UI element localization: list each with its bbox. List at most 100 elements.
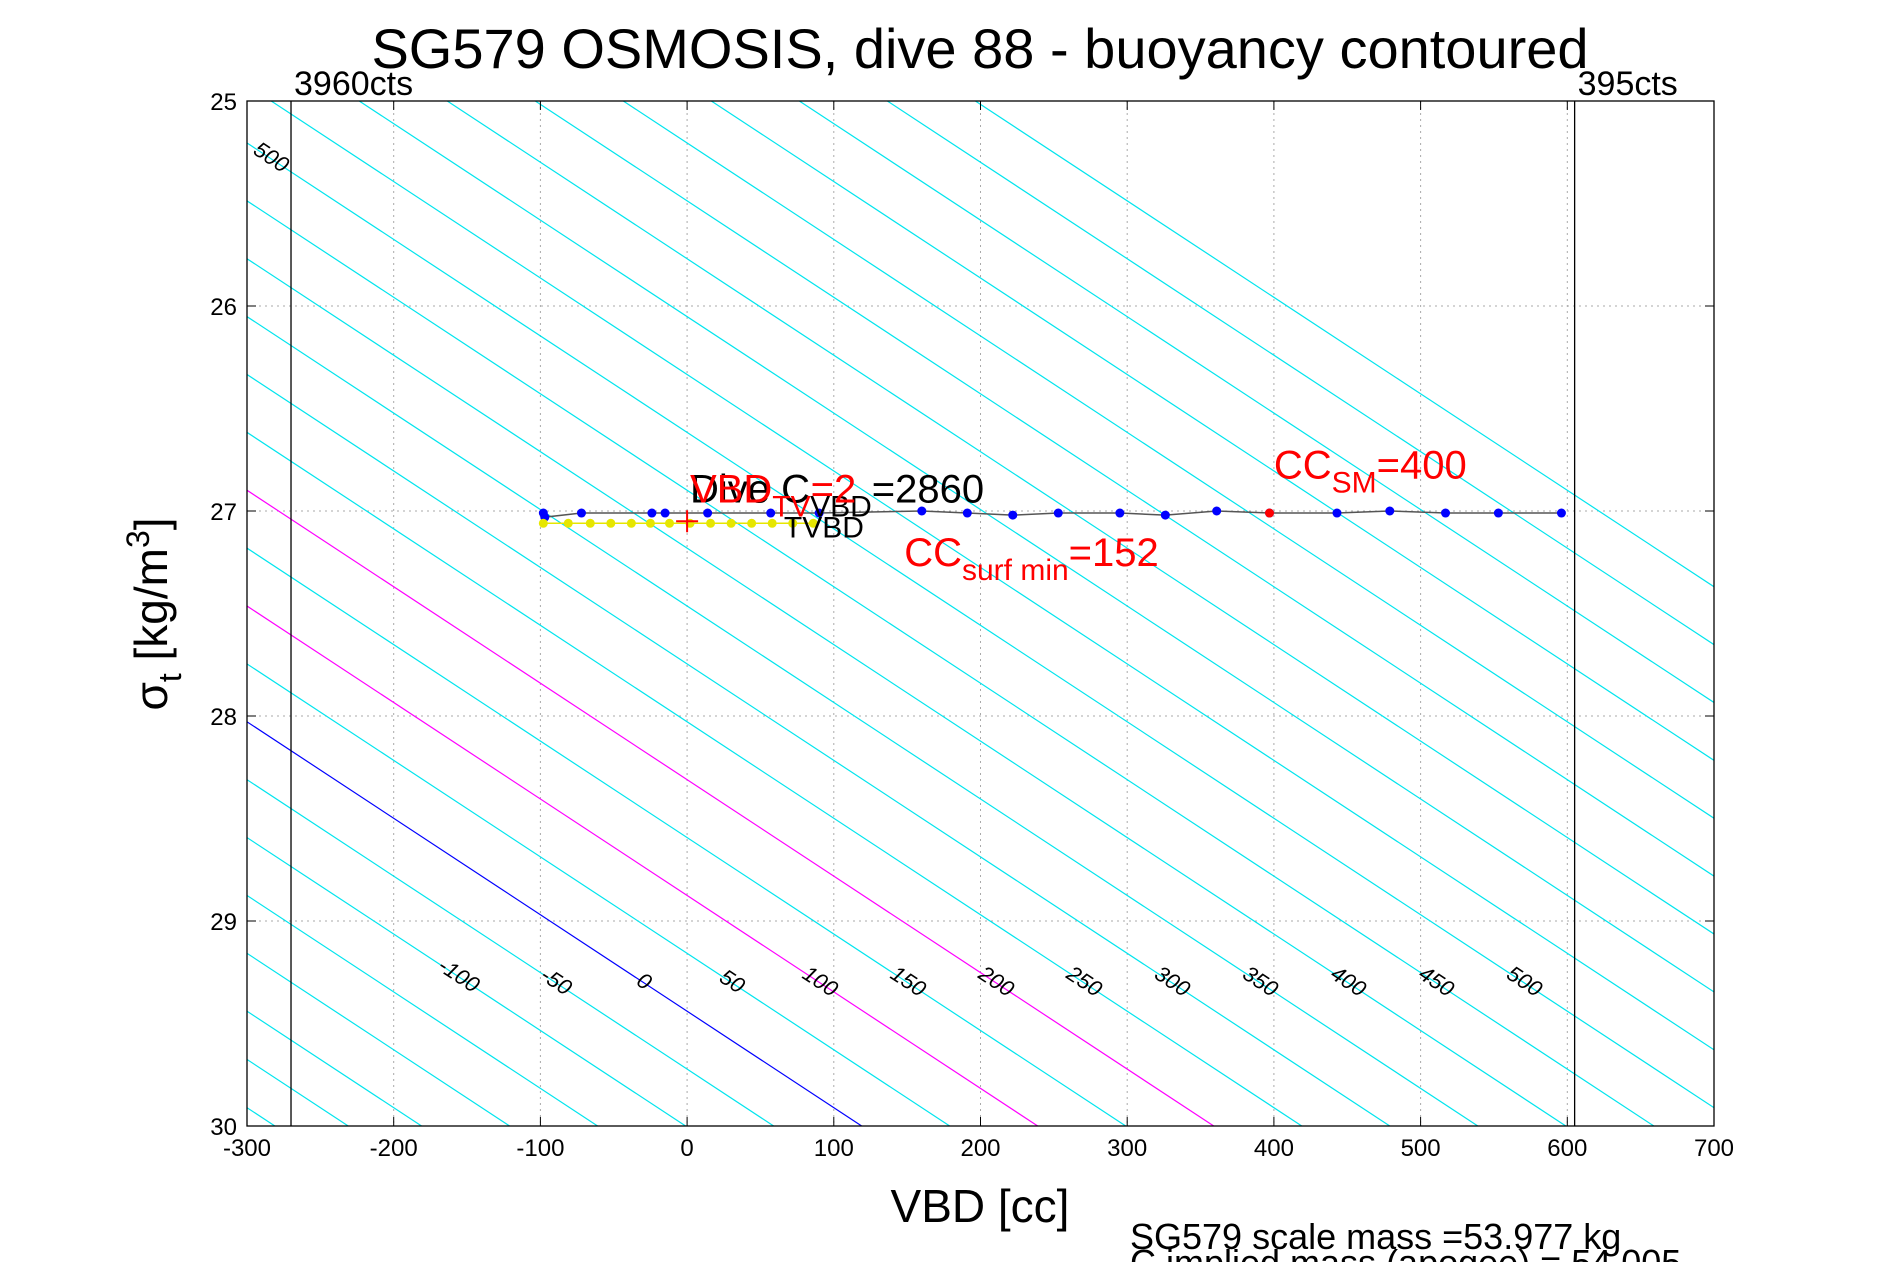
x-tick-label: 100 — [814, 1135, 854, 1162]
data-point — [1556, 508, 1566, 518]
data-point — [726, 518, 736, 528]
data-point — [1212, 506, 1222, 516]
data-point — [1160, 510, 1170, 520]
vbd-under-label: TVBD — [784, 511, 864, 544]
grid — [247, 101, 1714, 1126]
x-tick-label: -100 — [516, 1135, 564, 1162]
data-point — [767, 518, 777, 528]
x-tick-label: 0 — [680, 1135, 693, 1162]
contour-label-bottom: 50 — [715, 964, 750, 999]
contour-line-cyan — [247, 778, 774, 1126]
data-point — [626, 518, 636, 528]
x-tick-label: 700 — [1694, 1135, 1734, 1162]
marker-point — [1264, 508, 1274, 518]
data-point — [645, 518, 655, 528]
footer-implied-pre: C — [1130, 1242, 1156, 1262]
data-point — [585, 518, 595, 528]
contour-label-bottom: 450 — [1414, 961, 1459, 1002]
data-point — [647, 508, 657, 518]
contour-line-cyan — [247, 200, 1655, 1126]
footer-implied-mass: C implied mass (apogee) = 54.005 — [1130, 1242, 1681, 1262]
data-series — [538, 506, 1566, 533]
data-point — [1053, 508, 1063, 518]
vbd-tv-sub: TV — [772, 491, 810, 524]
data-point — [1441, 508, 1451, 518]
vbd-tv-pre: VBD — [690, 468, 772, 512]
dive-cvbd-label: Dive CVBD=2860 — [690, 468, 984, 524]
footer-scale-mass: SG579 scale mass =53.977 kg — [1130, 1216, 1621, 1257]
series-line-0 — [542, 510, 1562, 518]
contour-line-cyan — [710, 101, 1714, 762]
x-tick-label: -200 — [370, 1135, 418, 1162]
cc-surf-sub: surf min — [962, 554, 1069, 587]
contour-label-left: -150 — [96, 788, 147, 834]
cc-sm-pre: CC — [1274, 443, 1332, 487]
contour-lines — [247, 101, 1714, 1126]
y-axis-label: σt [kg/m3] — [120, 517, 188, 710]
x-tick-label: 200 — [960, 1135, 1000, 1162]
contour-line-magenta — [247, 489, 1215, 1126]
contour-line-cyan — [446, 101, 1714, 935]
contour-line-cyan — [975, 101, 1714, 588]
cc-sm-label: CCSM=400 — [1274, 443, 1467, 499]
y-axis-unit-sup: 3 — [120, 530, 156, 548]
contour-line-cyan — [247, 836, 686, 1126]
dive-cvbd-post: =2860 — [872, 468, 984, 512]
bound-label-left: 3960cts — [294, 65, 413, 103]
contour-label-bottom: -50 — [536, 962, 577, 1001]
data-point — [1008, 510, 1018, 520]
data-point — [606, 518, 616, 528]
contour-line-cyan — [270, 101, 1714, 1051]
data-point — [1332, 508, 1342, 518]
contour-line-cyan — [247, 547, 1127, 1126]
contour-line-cyan — [247, 894, 598, 1126]
contour-label-bottom: 0 — [632, 967, 657, 995]
data-point — [1493, 508, 1503, 518]
y-tick-label: 29 — [210, 909, 237, 936]
contour-label-left: -100 — [434, 952, 485, 998]
x-tick-label: 500 — [1401, 1135, 1441, 1162]
marker-plus — [676, 510, 699, 533]
y-tick-label: 28 — [210, 704, 237, 731]
contour-label-bottom: 250 — [1061, 960, 1107, 1002]
contour-label-bottom: 100 — [798, 961, 843, 1002]
x-tick-label: 600 — [1547, 1135, 1587, 1162]
data-point — [962, 508, 972, 518]
vbd-tv-post: =2 — [811, 468, 857, 512]
contour-labels: -100-50050100150200250300350400450500-30… — [96, 136, 1547, 1002]
data-point — [766, 508, 776, 518]
contour-label-bottom: 300 — [1150, 961, 1195, 1002]
contour-line-cyan — [247, 315, 1479, 1126]
y-tick-label: 26 — [210, 294, 237, 321]
contour-line-cyan — [247, 1010, 422, 1126]
contour-line-cyan — [358, 101, 1714, 993]
y-tick-label: 30 — [210, 1114, 237, 1141]
y-tick-label: 27 — [210, 499, 237, 526]
y-tick-label: 25 — [210, 89, 237, 116]
cc-surf-min-label: CCsurf min=152 — [904, 531, 1159, 587]
data-point — [538, 518, 548, 528]
contour-line-zero — [247, 721, 863, 1126]
data-point — [1385, 506, 1395, 516]
data-point — [664, 518, 674, 528]
y-axis-unit-post: ] — [125, 517, 177, 530]
contour-label-bottom: 350 — [1238, 961, 1283, 1002]
contour-line-magenta — [247, 605, 1039, 1126]
data-point — [917, 506, 927, 516]
dive-cvbd-sub: VBD — [810, 491, 872, 524]
cc-sm-sub: SM — [1332, 466, 1377, 499]
cc-sm-post: =400 — [1377, 443, 1467, 487]
annotations: TVBD Dive CVBD=2860 VBDTV=2 CCSM=400 CCs… — [690, 443, 1467, 586]
vbd-tv-label: VBDTV=2 — [690, 468, 856, 524]
contour-line-cyan — [247, 373, 1391, 1126]
data-point — [747, 518, 757, 528]
contour-line-cyan — [798, 101, 1714, 704]
contour-line-cyan — [247, 663, 951, 1126]
cc-surf-pre: CC — [904, 531, 962, 575]
contour-label-top: 450 — [161, 136, 206, 177]
cc-surf-post: =152 — [1069, 531, 1159, 575]
contour-line-cyan — [247, 142, 1714, 1109]
axis-ticks: -300 -200 -100 0 100 200 300 400 500 600 700252627… — [210, 89, 1734, 1162]
contour-label-bottom: 150 — [886, 961, 931, 1002]
